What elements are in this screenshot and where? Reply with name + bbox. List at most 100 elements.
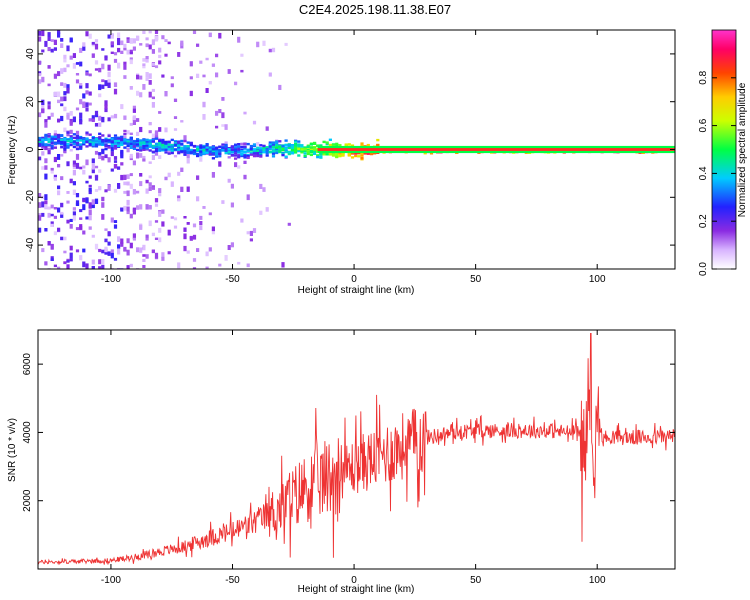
heatmap-ridge-cell: [211, 157, 215, 160]
heatmap-noise-cell: [63, 82, 67, 88]
heatmap-noise-cell: [82, 169, 86, 175]
heatmap-noise-cell: [256, 142, 260, 146]
heatmap-ridge-cell: [57, 136, 61, 139]
heatmap-ridge-cell: [180, 139, 184, 143]
colorbar-ticks: 0.0 0.2 0.4 0.6 0.8: [698, 70, 736, 276]
heatmap-noise-cell: [148, 73, 152, 79]
heatmap-ridge-cell: [199, 154, 203, 157]
heatmap-noise-cell: [126, 181, 130, 186]
heatmap-noise-cell: [57, 118, 61, 123]
heatmap-noise-cell: [63, 261, 67, 265]
heatmap-ridge-cell: [313, 147, 317, 151]
heatmap-ridge-cell: [303, 148, 307, 151]
heatmap-ridge-cell: [38, 142, 42, 145]
heatmap-ridge-cell: [234, 154, 238, 157]
heatmap-noise-cell: [85, 83, 89, 89]
heatmap-ridge-cell: [107, 144, 111, 148]
heatmap-ridge-cell: [53, 135, 57, 139]
heatmap-noise-cell: [110, 51, 114, 54]
heatmap-ridge-cell: [145, 138, 149, 142]
heatmap-noise-cell: [183, 227, 187, 232]
heatmap-ridge-cell: [164, 148, 168, 151]
heatmap-noise-cell: [75, 227, 80, 231]
heatmap-ridge-cell: [44, 138, 48, 141]
heatmap-noise-cell: [98, 115, 102, 121]
heatmap-ridge-cell: [309, 143, 313, 146]
heatmap-noise-cell: [237, 36, 241, 43]
heatmap-ridge-cell: [113, 144, 118, 148]
heatmap-noise-cell: [91, 158, 95, 164]
heatmap-noise-cell: [57, 185, 61, 190]
heatmap-noise-cell: [205, 88, 209, 93]
heatmap-noise-cell: [82, 230, 86, 235]
heatmap-ridge-cell: [113, 137, 118, 140]
heatmap-ridge-cell: [278, 145, 282, 149]
heatmap-noise-cell: [167, 172, 171, 178]
heatmap-ridge-cell: [202, 147, 206, 150]
heatmap-ridge-cell: [252, 148, 257, 151]
heatmap-noise-cell: [57, 91, 61, 98]
heatmap-ridge-cell: [313, 141, 317, 145]
heatmap-noise-cell: [101, 155, 105, 161]
heatmap-ridge-cell: [72, 136, 76, 140]
heatmap-noise-cell: [268, 48, 272, 53]
heatmap-noise-cell: [79, 224, 83, 230]
heatmap-noise-cell: [60, 96, 64, 102]
heatmap-noise-cell: [126, 249, 130, 256]
heatmap-ridge-cell: [113, 139, 118, 143]
heatmap-noise-cell: [167, 41, 171, 45]
heatmap-ridge-cell: [63, 150, 67, 154]
heatmap-noise-cell: [88, 226, 92, 230]
heatmap-noise-cell: [123, 47, 127, 51]
heatmap-noise-cell: [202, 74, 206, 78]
heatmap-ridge-cell: [199, 152, 203, 156]
heatmap-noise-cell: [132, 115, 136, 121]
heatmap-ridge-cell: [164, 151, 168, 154]
heatmap-ridge-cell: [313, 146, 317, 149]
heatmap-noise-cell: [57, 32, 61, 38]
heatmap-ridge-cell: [360, 154, 364, 157]
heatmap-ridge-cell: [98, 132, 102, 135]
heatmap-noise-cell: [192, 258, 197, 262]
heatmap-noise-cell: [170, 83, 174, 88]
heatmap-noise-cell: [189, 76, 193, 80]
heatmap-noise-cell: [158, 237, 162, 243]
heatmap-ridge-cell: [322, 153, 326, 156]
heatmap-ridge-cell: [259, 144, 263, 147]
heatmap-noise-cell: [158, 54, 162, 59]
heatmap-noise-cell: [110, 146, 114, 152]
heatmap-ridge-cell: [91, 139, 95, 142]
heatmap-noise-cell: [98, 259, 102, 265]
heatmap-ridge-cell: [249, 151, 253, 155]
heatmap-ridge-cell: [66, 145, 70, 148]
heatmap-noise-cell: [183, 245, 187, 252]
heatmap-noise-cell: [117, 236, 121, 242]
spectrogram-ticks: -100 -50 0 50 100 -40 -20 0 20 40: [25, 30, 675, 285]
heatmap-noise-cell: [227, 245, 231, 250]
heatmap-noise-cell: [66, 219, 70, 224]
snr-series: [38, 332, 675, 566]
heatmap-noise-cell: [91, 115, 95, 121]
heatmap-noise-cell: [53, 39, 57, 45]
heatmap-noise-cell: [158, 227, 162, 233]
heatmap-noise-cell: [69, 218, 73, 222]
heatmap-noise-cell: [110, 249, 114, 254]
heatmap-ridge-cell: [98, 135, 102, 139]
heatmap-ridge-cell: [167, 143, 171, 146]
heatmap-noise-cell: [145, 56, 149, 60]
heatmap-noise-cell: [148, 30, 152, 34]
heatmap-noise-cell: [60, 236, 64, 241]
heatmap-ridge-cell: [221, 143, 225, 146]
heatmap-noise-cell: [104, 104, 108, 109]
heatmap-ridge-cell: [331, 154, 336, 157]
chart-title: C2E4.2025.198.11.38.E07: [298, 2, 452, 17]
heatmap-noise-cell: [69, 224, 73, 229]
heatmap-ridge-cell: [107, 139, 111, 142]
heatmap-ridge-cell: [154, 145, 159, 149]
heatmap-ridge-cell: [284, 155, 288, 158]
heatmap-noise-cell: [120, 238, 124, 244]
heatmap-noise-cell: [113, 160, 118, 163]
heatmap-ridge-cell: [243, 150, 247, 154]
heatmap-ridge-cell: [177, 146, 181, 149]
heatmap-ridge-cell: [243, 156, 247, 159]
